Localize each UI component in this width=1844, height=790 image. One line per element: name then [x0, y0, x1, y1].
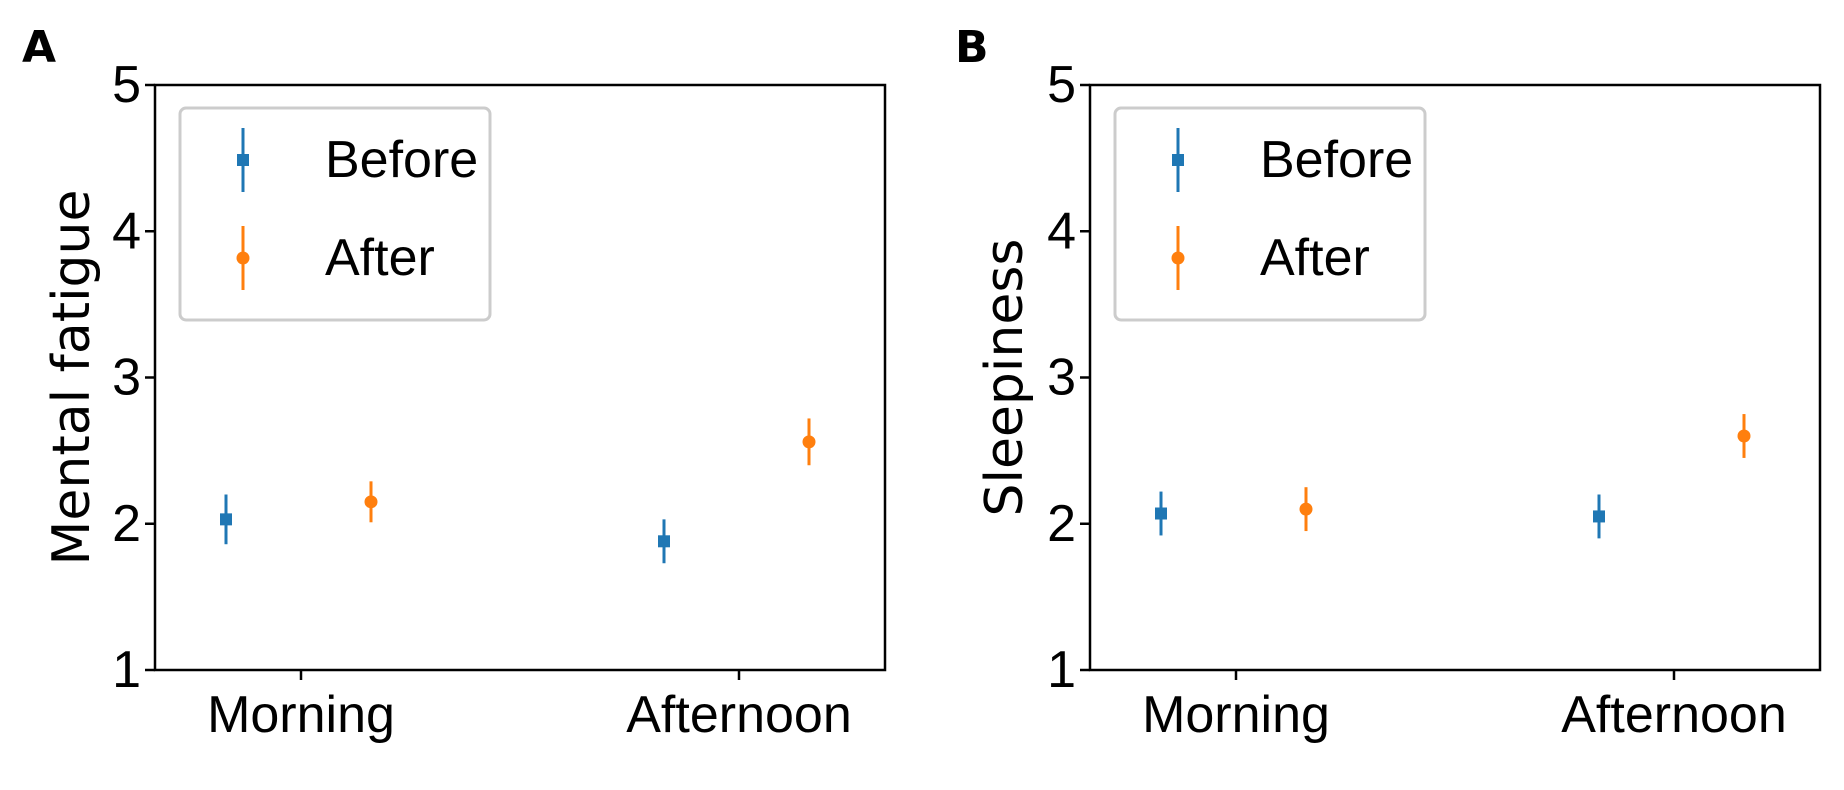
x-tick-label: Morning: [207, 686, 395, 744]
y-tick-label: 3: [1047, 349, 1076, 407]
legend: Before After: [1113, 106, 1427, 322]
point-after: [1299, 502, 1313, 516]
legend-label-before: Before: [325, 131, 478, 189]
legend-box: [1113, 106, 1427, 322]
legend-label-before: Before: [1260, 131, 1413, 189]
y-tick-label: 2: [112, 495, 141, 553]
y-tick-label: 5: [1047, 56, 1076, 114]
point-before: [220, 513, 232, 526]
y-tick-label: 4: [112, 202, 141, 260]
x-tick-label: Afternoon: [626, 686, 852, 744]
point-before: [1155, 507, 1167, 520]
panel-b: B Sleepiness 1 2 3 4 5 Morning Afternoon Before Af…: [955, 22, 1822, 744]
y-tick-label: 2: [1047, 495, 1076, 553]
panel-a: A Mental fatigue 1 2 3 4 5 Morning Afternoon Befo…: [22, 22, 887, 744]
y-tick-label: 5: [112, 56, 141, 114]
y-axis-label: Sleepiness: [975, 238, 1035, 516]
point-before: [1593, 510, 1605, 523]
axes-frame: [153, 83, 887, 672]
legend-box: [178, 106, 492, 322]
x-tick-label: Morning: [1142, 686, 1330, 744]
point-after: [1737, 429, 1751, 443]
axes-frame: [1088, 83, 1822, 672]
panel-label: A: [22, 22, 56, 73]
legend-marker-after: [236, 251, 250, 265]
legend-marker-before: [237, 154, 249, 166]
y-axis-label: Mental fatigue: [42, 189, 102, 565]
y-tick-label: 3: [112, 349, 141, 407]
y-tick-label: 1: [112, 641, 141, 699]
panel-label: B: [955, 22, 989, 73]
point-after: [364, 495, 378, 509]
point-before: [658, 535, 670, 548]
point-after: [802, 435, 816, 449]
y-tick-label: 1: [1047, 641, 1076, 699]
y-tick-label: 4: [1047, 202, 1076, 260]
x-tick-label: Afternoon: [1561, 686, 1787, 744]
legend-marker-before: [1172, 154, 1184, 166]
legend-label-after: After: [325, 229, 435, 287]
legend: Before After: [178, 106, 492, 322]
legend-label-after: After: [1260, 229, 1370, 287]
legend-marker-after: [1171, 251, 1185, 265]
